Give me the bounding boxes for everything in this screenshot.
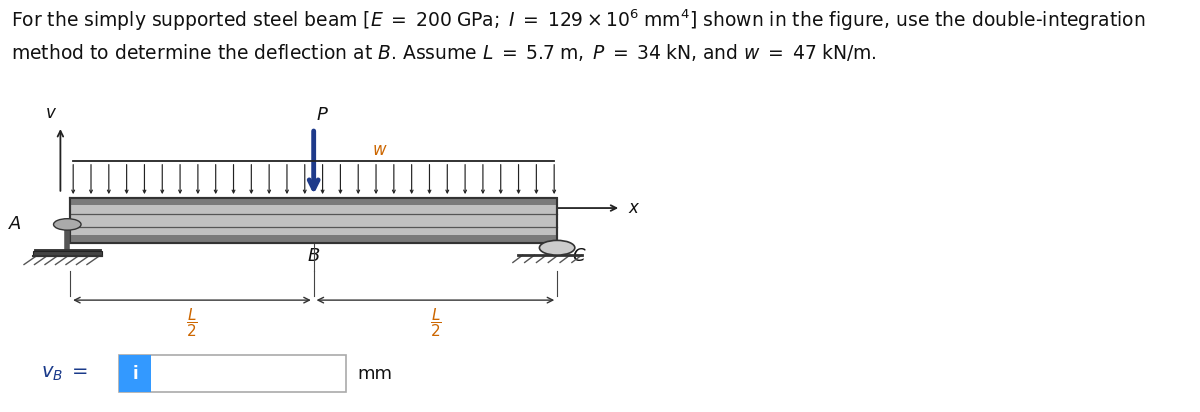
Text: $\dfrac{L}{2}$: $\dfrac{L}{2}$ <box>430 306 442 339</box>
Bar <box>71 198 557 243</box>
Text: P: P <box>317 106 328 124</box>
Text: A: A <box>8 215 22 234</box>
Bar <box>32 251 102 256</box>
Text: $v_B\;=$: $v_B\;=$ <box>41 364 88 383</box>
Text: i: i <box>132 365 138 383</box>
Bar <box>120 356 346 392</box>
Text: B: B <box>307 247 320 265</box>
Text: For the simply supported steel beam [$E\;=\;200\;\mathrm{GPa};\;I\;=\;129\times1: For the simply supported steel beam [$E\… <box>11 7 1146 33</box>
Bar <box>71 236 557 243</box>
Text: $\dfrac{L}{2}$: $\dfrac{L}{2}$ <box>186 306 198 339</box>
Text: C: C <box>572 247 584 265</box>
Text: method to determine the deflection at $B$. Assume $L\;=\;5.7\;\mathrm{m},\;P\;=\: method to determine the deflection at $B… <box>11 42 877 63</box>
Circle shape <box>54 219 82 230</box>
Text: mm: mm <box>358 365 392 383</box>
Text: x: x <box>628 199 638 217</box>
Circle shape <box>540 240 575 255</box>
Bar <box>71 198 557 205</box>
Bar <box>120 356 151 392</box>
Text: w: w <box>373 141 386 159</box>
Text: v: v <box>46 104 55 122</box>
